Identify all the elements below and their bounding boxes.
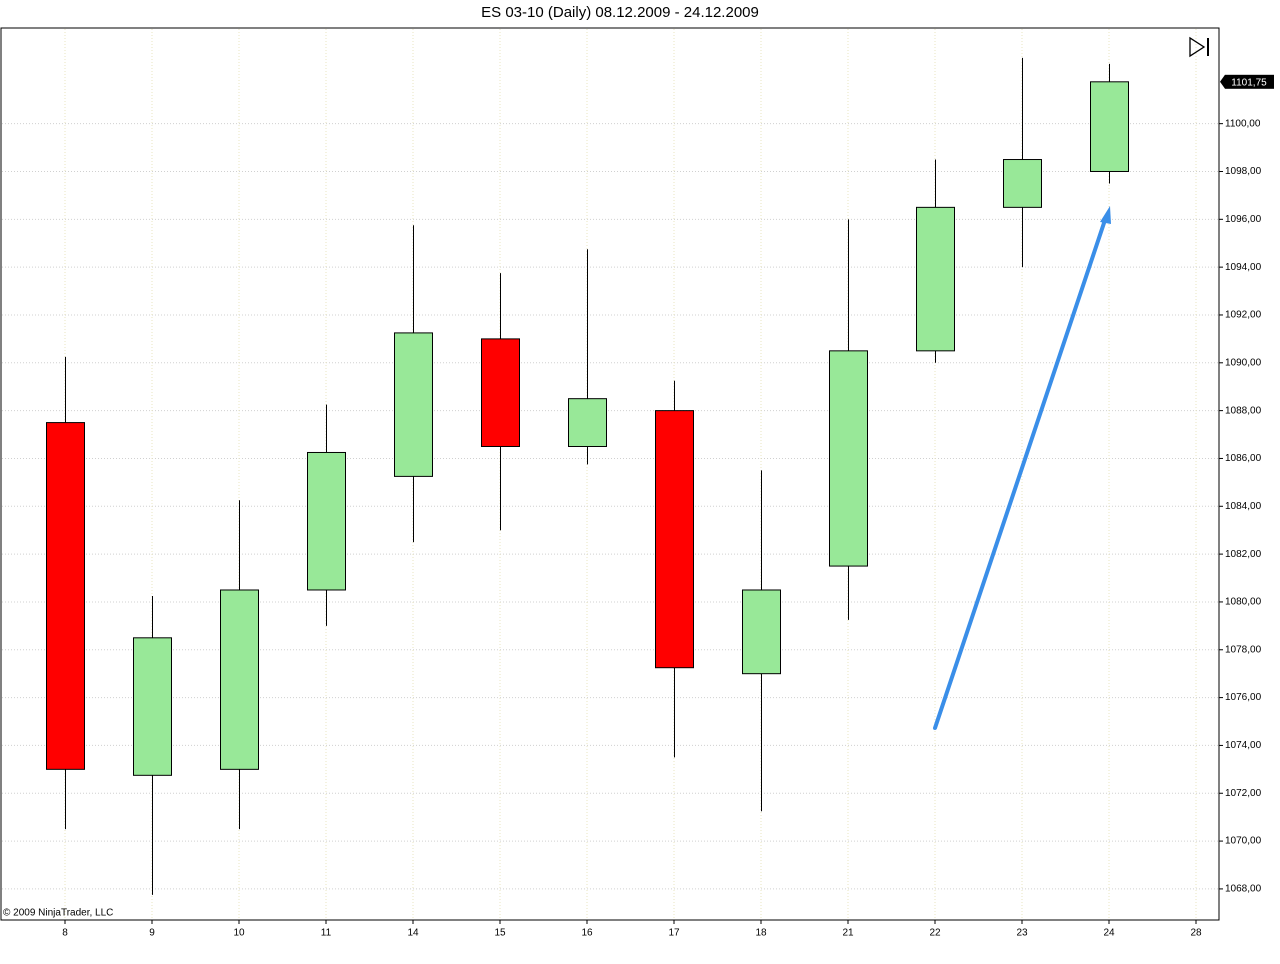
candle-body (568, 398, 607, 447)
y-tick-label: 1094,00 (1225, 262, 1262, 273)
candle-body (742, 589, 781, 675)
candle-body (481, 338, 520, 447)
x-tick-label: 14 (407, 928, 419, 939)
last-price-box (1225, 74, 1274, 89)
last-price-pointer (1220, 74, 1225, 89)
x-tick-label: 21 (842, 928, 854, 939)
x-tick-label: 9 (149, 928, 155, 939)
x-tick-label: 8 (62, 928, 68, 939)
candle-body (655, 410, 694, 669)
plot-frame (0, 27, 1220, 921)
y-tick-label: 1070,00 (1225, 836, 1262, 847)
scroll-end-icon[interactable] (1189, 36, 1209, 58)
candle-body (220, 589, 259, 770)
x-tick-label: 17 (668, 928, 680, 939)
y-tick-label: 1068,00 (1225, 884, 1262, 895)
trend-arrow (933, 218, 1107, 730)
y-tick-label: 1090,00 (1225, 357, 1262, 368)
trend-arrow-head (1100, 206, 1111, 224)
x-tick-label: 23 (1016, 928, 1028, 939)
x-tick-label: 18 (755, 928, 767, 939)
x-tick-label: 28 (1190, 928, 1202, 939)
y-tick-label: 1076,00 (1225, 692, 1262, 703)
x-tick-label: 10 (233, 928, 245, 939)
y-tick-label: 1092,00 (1225, 310, 1262, 321)
y-tick-label: 1098,00 (1225, 166, 1262, 177)
candles (46, 57, 1129, 895)
candle-body (916, 206, 955, 352)
candle-body (1090, 81, 1129, 172)
x-tick-label: 16 (581, 928, 593, 939)
y-tick-label: 1078,00 (1225, 644, 1262, 655)
x-tick-label: 11 (321, 928, 332, 939)
candle-body (394, 332, 433, 477)
chart-title: ES 03-10 (Daily) 08.12.2009 - 24.12.2009 (481, 4, 759, 21)
copyright: © 2009 NinjaTrader, LLC (3, 908, 113, 919)
candle-body (133, 637, 172, 776)
x-tick-label: 15 (494, 928, 506, 939)
candle-body (829, 350, 868, 567)
y-tick-label: 1100,00 (1225, 118, 1261, 129)
icon-triangle (1189, 36, 1206, 58)
y-tick-label: 1086,00 (1225, 453, 1262, 464)
y-tick-label: 1072,00 (1225, 788, 1262, 799)
last-price-label: 1101,75 (1231, 77, 1267, 88)
y-tick-label: 1084,00 (1225, 501, 1262, 512)
y-tick-label: 1074,00 (1225, 740, 1262, 751)
candle-body (307, 451, 346, 591)
candle-body (1003, 159, 1042, 208)
y-tick-label: 1088,00 (1225, 405, 1262, 416)
y-tick-label: 1082,00 (1225, 549, 1262, 560)
y-tick-label: 1080,00 (1225, 597, 1262, 608)
y-tick-label: 1096,00 (1225, 214, 1262, 225)
candle-body (46, 422, 85, 770)
x-tick-label: 24 (1103, 928, 1115, 939)
x-tick-label: 22 (929, 928, 941, 939)
